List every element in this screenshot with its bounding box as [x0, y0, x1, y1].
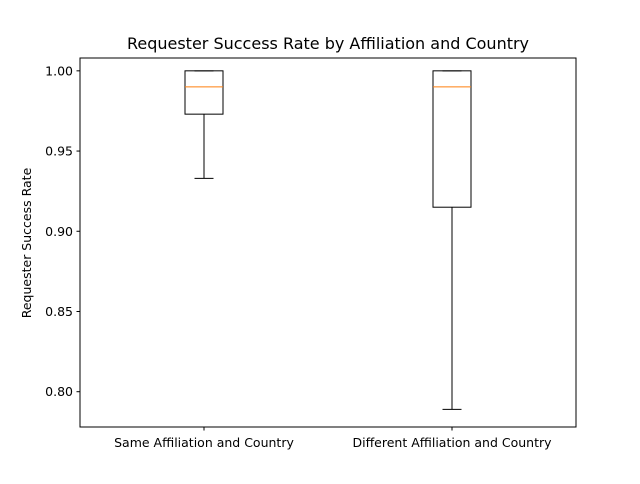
box-iqr — [432, 70, 472, 208]
plot-area: 0.80 0.85 0.90 0.95 1.00 Same Affiliation and… — [45, 57, 577, 450]
box-iqr — [184, 70, 224, 115]
y-tick-label: 0.85 — [45, 304, 73, 319]
x-tick-label: Same Affiliation and Country — [114, 435, 294, 450]
y-tick-label: 0.95 — [45, 144, 73, 159]
y-tick-label: 0.80 — [45, 384, 73, 399]
axes-frame — [79, 57, 577, 428]
x-tick-label: Different Affiliation and Country — [352, 435, 552, 450]
y-tick-label: 0.90 — [45, 224, 73, 239]
y-axis-label: Requester Success Rate — [19, 167, 34, 318]
chart-title: Requester Success Rate by Affiliation an… — [127, 34, 529, 53]
y-tick-label: 1.00 — [45, 63, 73, 78]
